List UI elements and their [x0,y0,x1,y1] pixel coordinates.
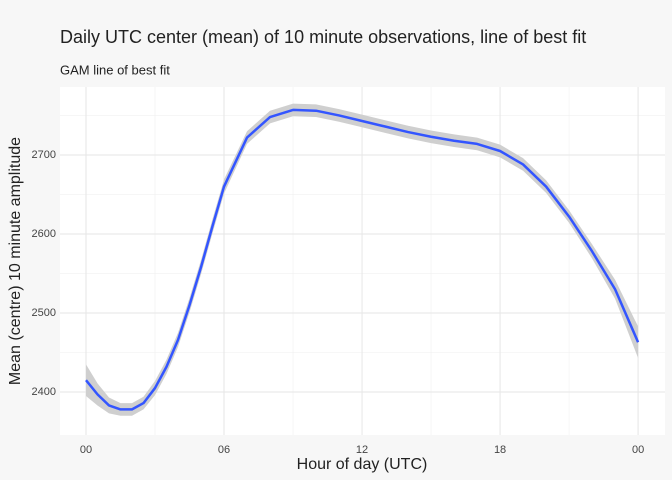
confidence-ribbon [85,103,639,416]
y-tick-label: 2500 [32,307,56,319]
y-tick-label: 2700 [32,149,56,161]
x-tick-label: 06 [218,444,230,456]
chart-subtitle: GAM line of best fit [60,62,170,77]
x-tick-label: 18 [494,444,506,456]
x-tick-label: 00 [80,444,92,456]
y-tick-label: 2400 [32,386,56,398]
fit-line [85,108,640,411]
y-axis-label: Mean (centre) 10 minute amplitude [7,137,24,385]
x-axis-label: Hour of day (UTC) [297,456,428,473]
chart-title: Daily UTC center (mean) of 10 minute obs… [60,27,586,47]
y-tick-label: 2600 [32,228,56,240]
x-tick-label: 00 [632,444,644,456]
x-tick-label: 12 [356,444,368,456]
